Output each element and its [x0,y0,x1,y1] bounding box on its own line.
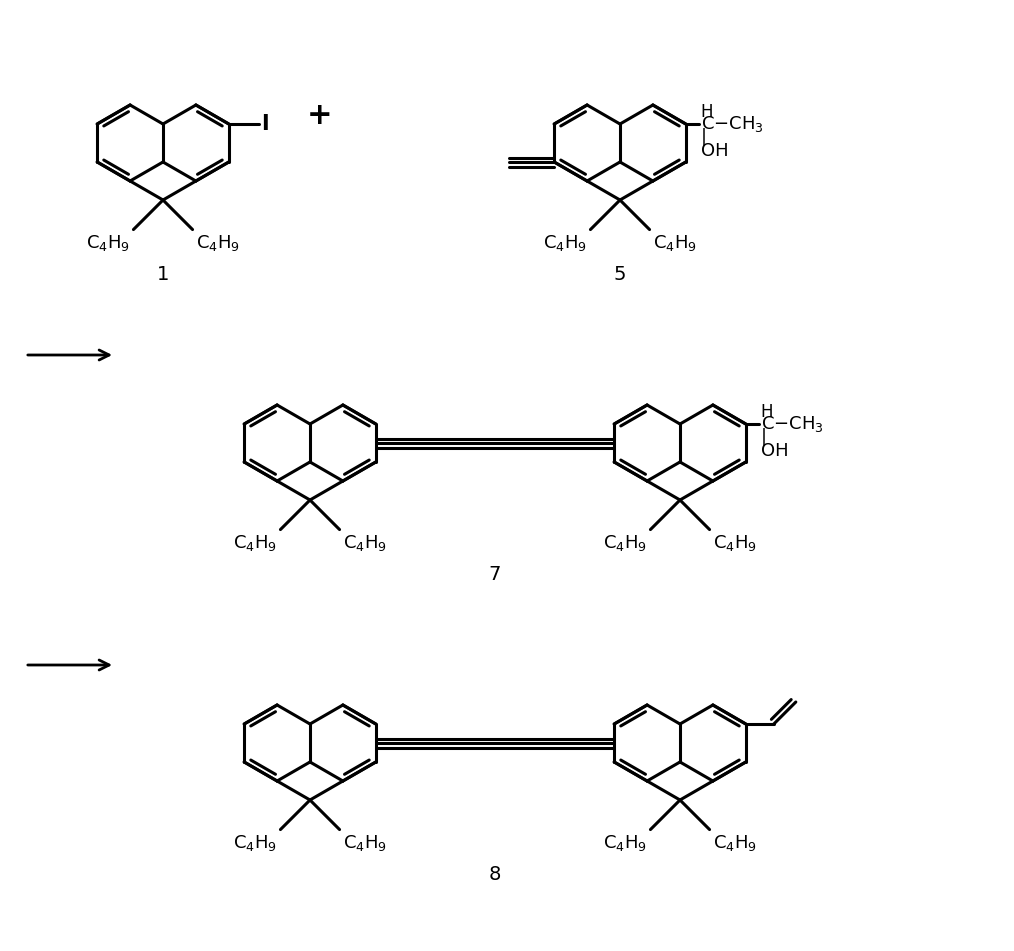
Text: 5: 5 [613,265,627,284]
Text: OH: OH [701,142,728,160]
Text: H: H [701,103,713,121]
Text: +: + [307,101,333,129]
Text: C$_4$H$_9$: C$_4$H$_9$ [196,233,239,253]
Text: |: | [701,128,707,146]
Text: C$-$CH$_3$: C$-$CH$_3$ [760,414,823,434]
Text: I: I [261,114,269,134]
Text: C$_4$H$_9$: C$_4$H$_9$ [603,832,648,852]
Text: C$_4$H$_9$: C$_4$H$_9$ [233,533,278,553]
Text: OH: OH [760,442,789,460]
Text: C$_4$H$_9$: C$_4$H$_9$ [713,832,756,852]
Text: 8: 8 [489,865,501,884]
Text: C$_4$H$_9$: C$_4$H$_9$ [713,533,756,553]
Text: C$_4$H$_9$: C$_4$H$_9$ [653,233,697,253]
Text: C$_4$H$_9$: C$_4$H$_9$ [343,533,386,553]
Text: 1: 1 [157,265,169,284]
Text: 7: 7 [489,565,501,584]
Text: C$-$CH$_3$: C$-$CH$_3$ [701,114,764,134]
Text: C$_4$H$_9$: C$_4$H$_9$ [603,533,648,553]
Text: C$_4$H$_9$: C$_4$H$_9$ [343,832,386,852]
Text: C$_4$H$_9$: C$_4$H$_9$ [86,233,131,253]
Text: H: H [760,403,774,421]
Text: C$_4$H$_9$: C$_4$H$_9$ [233,832,278,852]
Text: C$_4$H$_9$: C$_4$H$_9$ [544,233,587,253]
Text: |: | [760,428,767,446]
